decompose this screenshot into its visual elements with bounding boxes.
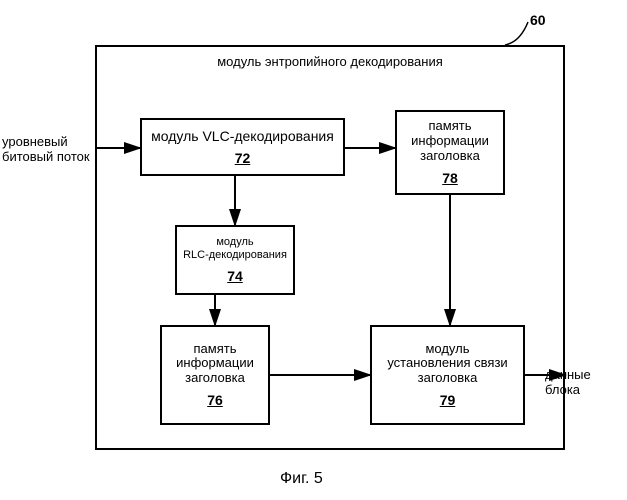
diagram-canvas: модуль энтропийного декодирования модуль… — [0, 0, 627, 500]
node-rlc-decoding: модульRLC-декодирования 74 — [175, 225, 295, 295]
node-header-link-module: модульустановления связизаголовка 79 — [370, 325, 525, 425]
node-number: 72 — [235, 150, 251, 166]
node-header-memory-78: памятьинформациизаголовка 78 — [395, 110, 505, 195]
node-label: памятьинформациизаголовка — [411, 119, 489, 164]
node-label: модульустановления связизаголовка — [387, 342, 507, 387]
node-label: модуль VLC-декодирования — [151, 128, 334, 144]
node-number: 74 — [227, 268, 243, 284]
node-header-memory-76: памятьинформациизаголовка 76 — [160, 325, 270, 425]
node-label: памятьинформациизаголовка — [176, 342, 254, 387]
node-vlc-decoding: модуль VLC-декодирования 72 — [140, 118, 345, 176]
outer-module-number: 60 — [530, 12, 546, 28]
node-label: модульRLC-декодирования — [183, 236, 287, 261]
figure-label: Фиг. 5 — [280, 470, 323, 488]
outer-module-title: модуль энтропийного декодирования — [97, 55, 563, 70]
input-label: уровневыйбитовый поток — [2, 135, 90, 165]
output-label: данные блока — [545, 368, 627, 398]
node-number: 78 — [442, 170, 458, 186]
node-number: 76 — [207, 392, 223, 408]
node-number: 79 — [440, 392, 456, 408]
